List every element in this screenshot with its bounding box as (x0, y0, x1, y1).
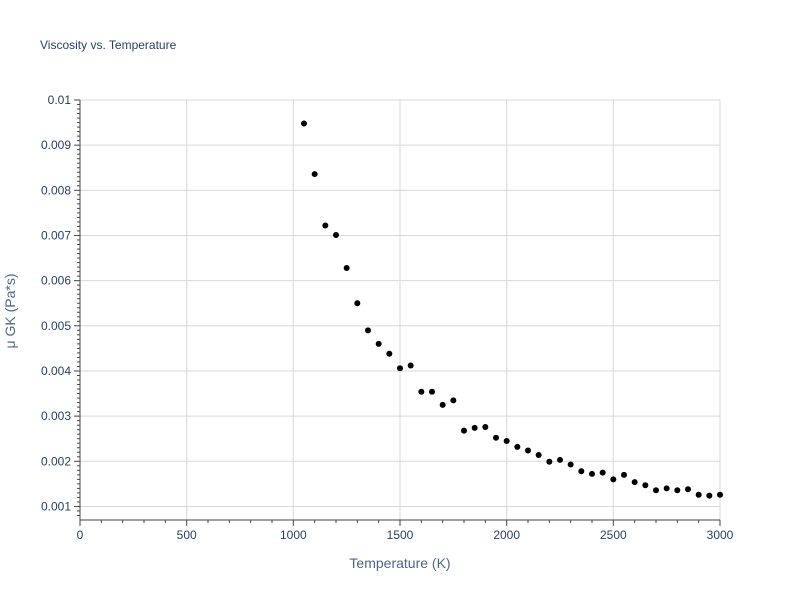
y-tick-label: 0.009 (41, 138, 71, 152)
y-tick-label: 0.003 (41, 409, 71, 423)
data-point (663, 485, 670, 492)
x-axis-title: Temperature (K) (349, 555, 450, 571)
y-tick-label: 0.005 (41, 319, 71, 333)
y-tick-label: 0.006 (41, 274, 71, 288)
data-point (493, 434, 499, 441)
x-tick-label: 2000 (493, 528, 520, 542)
data-point (685, 486, 691, 493)
data-point (482, 423, 489, 430)
data-point (450, 397, 457, 404)
data-point (514, 443, 521, 450)
x-tick-label: 3000 (707, 528, 734, 542)
data-point (599, 469, 606, 476)
data-points (301, 120, 723, 499)
data-point (717, 491, 723, 498)
data-point (322, 222, 329, 229)
data-point (674, 487, 681, 494)
data-point (653, 487, 659, 494)
data-point (343, 265, 350, 271)
data-point (589, 470, 595, 477)
data-point (354, 300, 361, 307)
chart-title: Viscosity vs. Temperature (40, 38, 177, 52)
y-tick-label: 0.008 (41, 183, 71, 197)
data-point (471, 424, 478, 431)
data-point (386, 350, 393, 357)
y-tick-label: 0.007 (41, 228, 71, 242)
x-tick-label: 0 (77, 528, 84, 542)
data-point (695, 491, 702, 498)
data-point (333, 232, 339, 239)
x-tick-label: 1500 (387, 528, 414, 542)
x-tick-label: 500 (177, 528, 197, 542)
data-point (525, 447, 531, 454)
y-tick-label: 0.004 (41, 364, 71, 378)
y-tick-label: 0.01 (48, 93, 72, 107)
grid-lines (80, 99, 721, 520)
y-tick-label: 0.002 (41, 454, 71, 468)
data-point (578, 468, 585, 475)
data-point (418, 388, 425, 395)
x-tick-label: 2500 (600, 528, 627, 542)
data-point (642, 482, 649, 489)
data-point (365, 327, 371, 334)
data-point (631, 479, 638, 486)
data-point (706, 492, 713, 499)
data-point (546, 458, 553, 465)
data-point (610, 476, 617, 483)
data-point (557, 456, 563, 463)
data-point (567, 461, 574, 468)
y-axis-title: μ GK (Pa*s) (2, 274, 18, 349)
data-point (375, 340, 382, 347)
data-point (535, 451, 542, 458)
data-point (461, 427, 467, 434)
data-point (311, 171, 318, 178)
data-point (503, 437, 510, 444)
y-tick-label: 0.001 (41, 499, 71, 513)
data-point (407, 362, 414, 369)
data-point (301, 120, 307, 127)
data-point (439, 401, 446, 408)
x-tick-label: 1000 (280, 528, 307, 542)
data-point (397, 365, 403, 372)
data-point (621, 471, 627, 478)
axes: 0 500 1000 1500 2000 2500 3000 0.001 0.002 0.003 0… (41, 93, 734, 542)
data-point (429, 388, 435, 395)
